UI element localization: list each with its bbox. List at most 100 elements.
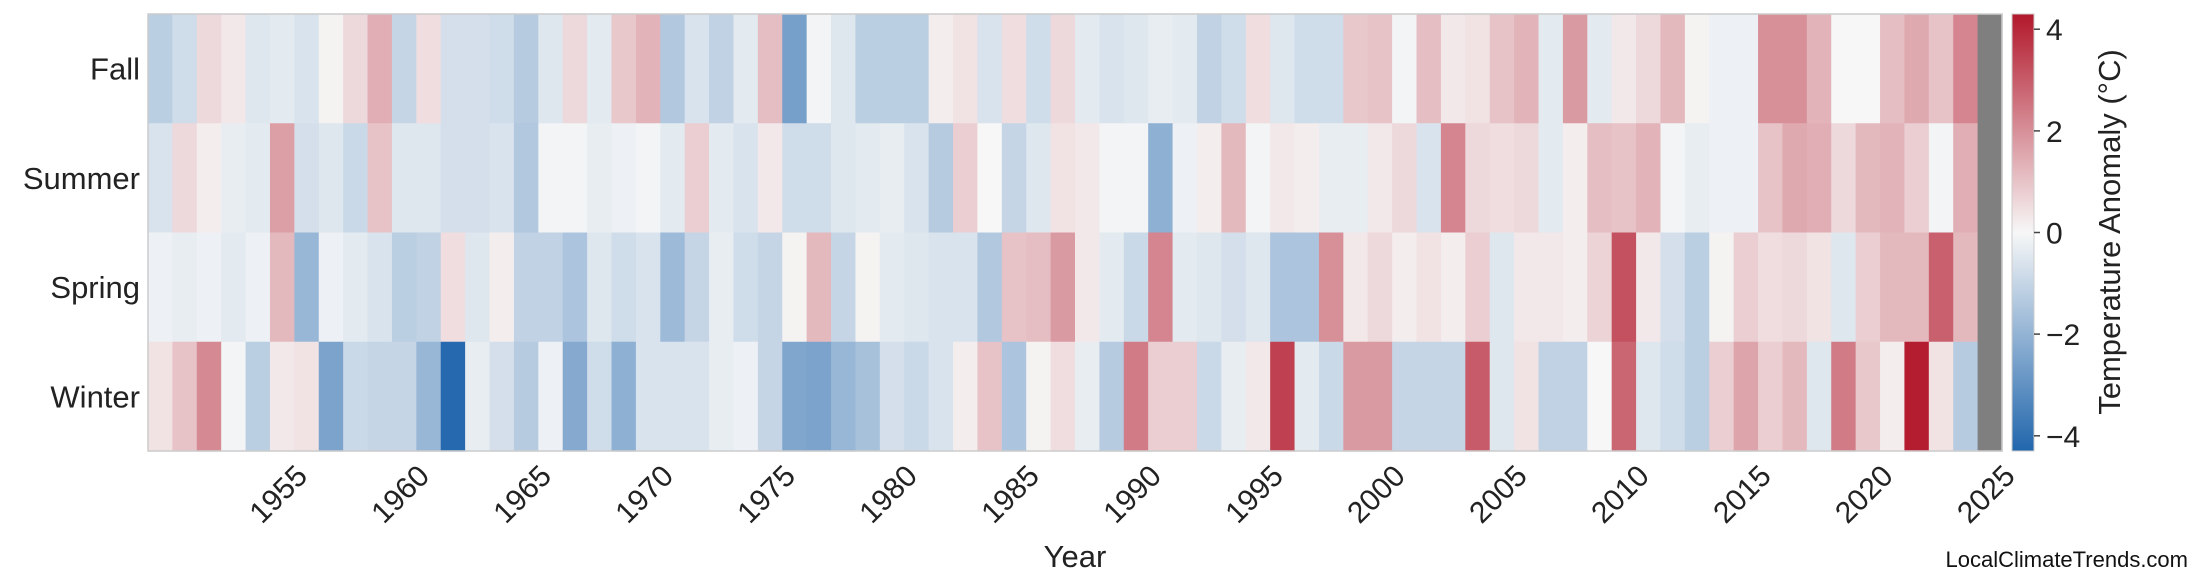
heatmap-cell bbox=[855, 341, 881, 452]
heatmap-cell bbox=[1636, 341, 1662, 452]
heatmap-cell bbox=[1172, 232, 1198, 343]
heatmap-cell bbox=[538, 123, 564, 234]
heatmap-cell bbox=[1758, 341, 1784, 452]
site-credit: LocalClimateTrends.com bbox=[1945, 547, 2189, 572]
heatmap-cell bbox=[416, 14, 442, 124]
x-tick-label: 2025 bbox=[1951, 459, 2022, 530]
heatmap-cell bbox=[1026, 14, 1052, 124]
heatmap-cell bbox=[1904, 14, 1930, 124]
heatmap-cell bbox=[1367, 341, 1393, 452]
colorbar-tick-label: 4 bbox=[2046, 14, 2063, 47]
heatmap-cell bbox=[1245, 14, 1271, 124]
heatmap-cell bbox=[513, 232, 539, 343]
heatmap-cell bbox=[831, 123, 857, 234]
heatmap-cell bbox=[465, 123, 491, 234]
heatmap-cell bbox=[1587, 123, 1613, 234]
heatmap-cell bbox=[806, 232, 832, 343]
heatmap-cell bbox=[611, 14, 637, 124]
heatmap-cell bbox=[733, 341, 759, 452]
heatmap-cell bbox=[245, 123, 271, 234]
heatmap-cell bbox=[1026, 123, 1052, 234]
heatmap-cell bbox=[684, 341, 710, 452]
heatmap-cell bbox=[172, 123, 198, 234]
heatmap-cell bbox=[1245, 232, 1271, 343]
heatmap-cell bbox=[1001, 123, 1027, 234]
heatmap-cell bbox=[757, 341, 783, 452]
x-tick-label: 1965 bbox=[487, 459, 558, 530]
heatmap-cell bbox=[611, 341, 637, 452]
heatmap-cell bbox=[782, 123, 808, 234]
heatmap-cell bbox=[489, 232, 515, 343]
heatmap-cell bbox=[343, 14, 369, 124]
heatmap-cell bbox=[1636, 123, 1662, 234]
heatmap-cell bbox=[904, 14, 930, 124]
x-tick-label: 1955 bbox=[244, 459, 315, 530]
heatmap-cell bbox=[391, 232, 417, 343]
heatmap-cell bbox=[1928, 14, 1954, 124]
heatmap-cell bbox=[1977, 14, 2003, 124]
heatmap-cell bbox=[1660, 123, 1686, 234]
heatmap-cell bbox=[635, 232, 661, 343]
heatmap-cell bbox=[1855, 123, 1881, 234]
heatmap-cell bbox=[1196, 14, 1222, 124]
heatmap-cell bbox=[1196, 341, 1222, 452]
heatmap-cell bbox=[1148, 341, 1174, 452]
heatmap-cell bbox=[1953, 232, 1979, 343]
heatmap-cell bbox=[1855, 232, 1881, 343]
heatmap-cell bbox=[831, 341, 857, 452]
heatmap-cell bbox=[1782, 123, 1808, 234]
heatmap-cell bbox=[148, 123, 173, 234]
heatmap-cell bbox=[1440, 341, 1466, 452]
colorbar bbox=[2011, 13, 2035, 452]
heatmap-cell bbox=[221, 232, 247, 343]
heatmap-cell bbox=[1660, 341, 1686, 452]
heatmap-cell bbox=[172, 14, 198, 124]
heatmap-cell bbox=[757, 14, 783, 124]
heatmap-cell bbox=[1270, 232, 1296, 343]
heatmap-cell bbox=[1733, 14, 1759, 124]
heatmap-cell bbox=[953, 14, 979, 124]
heatmap-cell bbox=[221, 123, 247, 234]
heatmap-cell bbox=[879, 123, 905, 234]
heatmap-cell bbox=[172, 232, 198, 343]
heatmap-cell bbox=[1538, 14, 1564, 124]
heatmap-cell bbox=[1001, 341, 1027, 452]
heatmap-cell bbox=[1465, 123, 1491, 234]
heatmap-cell bbox=[513, 14, 539, 124]
heatmap-cell bbox=[953, 232, 979, 343]
heatmap-cell bbox=[611, 123, 637, 234]
heatmap-cell bbox=[1343, 341, 1369, 452]
heatmap-cell bbox=[1831, 341, 1857, 452]
heatmap-cell bbox=[855, 123, 881, 234]
heatmap-cell bbox=[1050, 232, 1076, 343]
heatmap-cell bbox=[1294, 14, 1320, 124]
heatmap-cell bbox=[1514, 341, 1540, 452]
row-label-spring: Spring bbox=[50, 270, 140, 305]
heatmap-cell bbox=[1880, 123, 1906, 234]
heatmap-cell bbox=[1221, 232, 1247, 343]
heatmap-cell bbox=[1636, 232, 1662, 343]
heatmap-cell bbox=[1123, 341, 1149, 452]
heatmap-cell bbox=[1660, 232, 1686, 343]
heatmap-cell bbox=[1953, 341, 1979, 452]
heatmap-cell bbox=[562, 341, 588, 452]
heatmap-cell bbox=[709, 14, 735, 124]
heatmap-cell bbox=[1928, 123, 1954, 234]
colorbar-label: Temperature Anomaly (°C) bbox=[2092, 49, 2127, 415]
heatmap-cell bbox=[733, 232, 759, 343]
heatmap-cell bbox=[1831, 232, 1857, 343]
heatmap-cell bbox=[245, 232, 271, 343]
heatmap-cell bbox=[879, 341, 905, 452]
x-tick-label: 1975 bbox=[731, 459, 802, 530]
heatmap-cell bbox=[1196, 232, 1222, 343]
heatmap-cell bbox=[1977, 341, 2003, 452]
heatmap-cell bbox=[831, 14, 857, 124]
heatmap-cell bbox=[1416, 232, 1442, 343]
heatmap-cell bbox=[1294, 123, 1320, 234]
heatmap-cell bbox=[1367, 123, 1393, 234]
heatmap-cell bbox=[1148, 14, 1174, 124]
heatmap-cell bbox=[1148, 232, 1174, 343]
heatmap-cell bbox=[855, 14, 881, 124]
heatmap-cell bbox=[196, 123, 222, 234]
heatmap-cell bbox=[1172, 123, 1198, 234]
